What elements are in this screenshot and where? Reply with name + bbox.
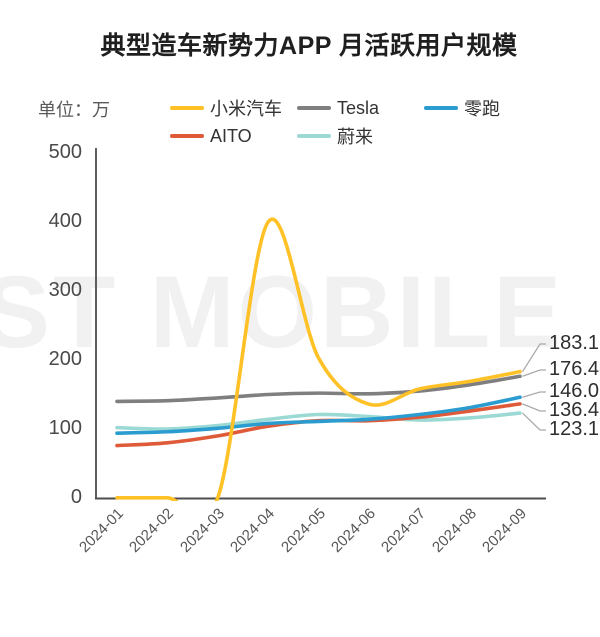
legend-label: Tesla [337, 97, 380, 118]
series-line-小米汽车 [115, 217, 522, 501]
chart-title: 典型造车新势力APP 月活跃用户规模 [100, 32, 518, 60]
legend-label: 小米汽车 [210, 99, 282, 119]
y-tick-label: 400 [48, 210, 82, 232]
legend-item-4[interactable]: AITO [170, 125, 252, 147]
legend-item-5[interactable]: 蔚来 [297, 125, 373, 147]
series-line-零跑 [115, 395, 522, 435]
watermark: ST MOBILE [0, 255, 565, 369]
legend-swatch-icon [297, 133, 331, 139]
y-tick-label: 300 [48, 279, 82, 301]
y-tick-label: 0 [70, 486, 82, 508]
end-value-label-小米汽车: 183.1 [549, 332, 600, 354]
y-tick-label: 500 [48, 141, 82, 163]
leader-line [522, 412, 546, 431]
end-value-label-Tesla: 176.4 [549, 358, 600, 380]
legend-item-2[interactable]: Tesla [297, 97, 379, 119]
legend-swatch-icon [170, 105, 204, 111]
end-value-label-零跑: 146.0 [549, 380, 600, 402]
y-tick-label: 200 [48, 348, 82, 370]
legend-label: 蔚来 [337, 127, 373, 147]
y-tick-label: 100 [48, 417, 82, 439]
end-value-label-AITO: 136.4 [549, 399, 600, 421]
legend-label: 零跑 [464, 99, 500, 119]
legend-swatch-icon [170, 133, 204, 139]
legend-item-3[interactable]: 零跑 [424, 97, 500, 119]
legend-swatch-icon [424, 105, 458, 111]
leader-line [522, 369, 546, 377]
leader-line [522, 391, 546, 398]
end-value-label-蔚来: 123.1 [549, 418, 600, 440]
legend-item-1[interactable]: 小米汽车 [170, 97, 282, 119]
legend-label: AITO [210, 125, 252, 146]
series-line-蔚来 [115, 411, 522, 431]
series-line-Tesla [115, 374, 522, 404]
leader-line [522, 403, 546, 412]
leader-line [521, 343, 546, 373]
unit-label: 单位：万 [38, 100, 110, 120]
legend-swatch-icon [297, 105, 331, 111]
